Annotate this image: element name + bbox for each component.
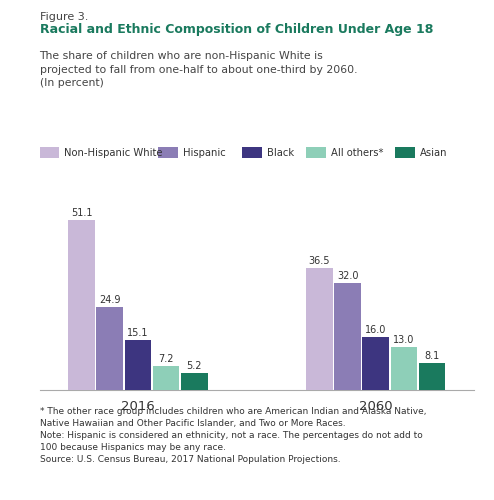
Text: 8.1: 8.1 <box>424 351 440 361</box>
Bar <box>391 346 417 390</box>
Text: 24.9: 24.9 <box>99 295 121 305</box>
Bar <box>68 220 95 390</box>
Text: Asian: Asian <box>420 148 448 158</box>
Text: 7.2: 7.2 <box>159 354 174 364</box>
Text: 16.0: 16.0 <box>365 324 386 334</box>
Bar <box>363 336 389 390</box>
Bar <box>153 366 179 390</box>
Bar <box>334 284 361 390</box>
Text: Black: Black <box>267 148 294 158</box>
Text: 5.2: 5.2 <box>186 360 202 370</box>
Bar <box>96 307 123 390</box>
Text: The share of children who are non-Hispanic White is
projected to fall from one-h: The share of children who are non-Hispan… <box>40 51 357 88</box>
Text: Racial and Ethnic Composition of Children Under Age 18: Racial and Ethnic Composition of Childre… <box>40 22 433 36</box>
Text: Non-Hispanic White: Non-Hispanic White <box>64 148 163 158</box>
Text: Figure 3.: Figure 3. <box>40 12 88 22</box>
Text: 36.5: 36.5 <box>309 256 330 266</box>
Bar <box>181 372 207 390</box>
Text: Hispanic: Hispanic <box>183 148 226 158</box>
Text: 32.0: 32.0 <box>337 272 359 281</box>
Bar <box>124 340 151 390</box>
Text: 15.1: 15.1 <box>127 328 149 338</box>
Text: 51.1: 51.1 <box>71 208 92 218</box>
Text: 13.0: 13.0 <box>393 334 414 344</box>
Text: All others*: All others* <box>331 148 383 158</box>
Bar <box>419 363 446 390</box>
Bar <box>306 268 333 390</box>
Text: * The other race group includes children who are American Indian and Alaska Nati: * The other race group includes children… <box>40 408 426 464</box>
